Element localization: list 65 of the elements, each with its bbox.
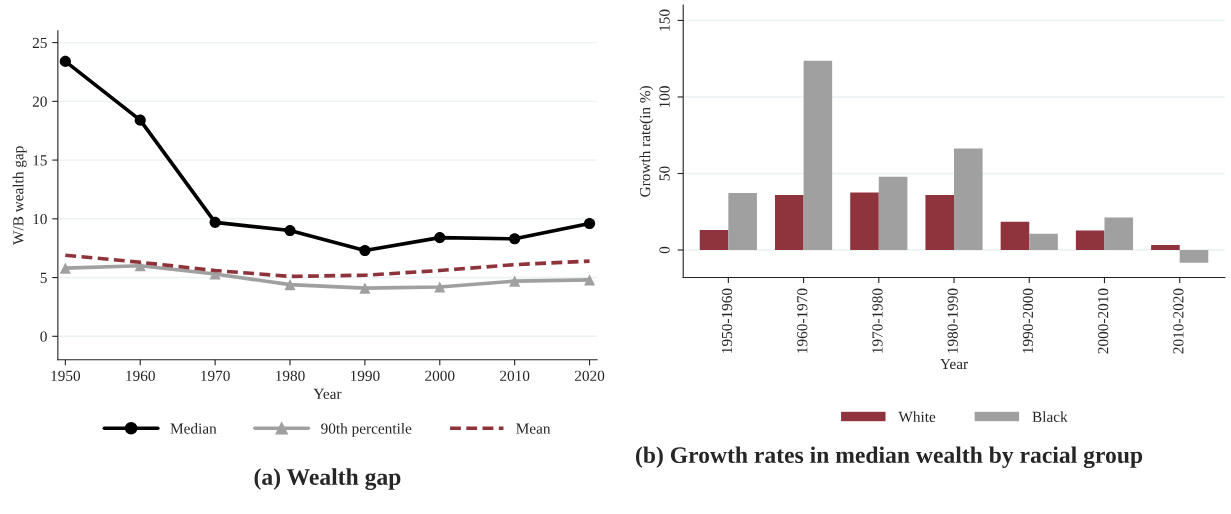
x-axis-title: Year <box>940 358 968 370</box>
point <box>359 244 371 257</box>
bar <box>728 192 757 251</box>
point <box>359 282 371 294</box>
point <box>434 281 446 293</box>
bar <box>1179 250 1209 263</box>
y-tick-label: 20 <box>32 96 47 107</box>
x-tick-label: 1950 <box>51 370 81 381</box>
legend-label: White <box>898 411 936 423</box>
y-tick-label: 50 <box>659 166 670 181</box>
legend-label: 90th percentile <box>321 422 412 437</box>
bar <box>1000 221 1030 251</box>
x-tick-label: 2010-2020 <box>1173 288 1184 354</box>
y-tick-label: 0 <box>40 331 47 342</box>
point <box>59 55 71 67</box>
legend-label: Black <box>1032 411 1068 423</box>
x-tick-label: 1970 <box>201 370 230 381</box>
point <box>209 216 221 228</box>
y-axis-title: Growth rate(in %) <box>639 86 654 197</box>
point <box>509 275 521 287</box>
point <box>583 217 596 230</box>
bar <box>1151 245 1180 251</box>
legend-label: Mean <box>516 423 551 434</box>
bar <box>699 230 729 251</box>
x-tick-label: 2000-2010 <box>1097 288 1109 354</box>
bar <box>925 194 955 251</box>
text: (b) Growth rates in median wealth by racial group <box>636 446 1143 469</box>
y-tick-label: 15 <box>33 155 47 166</box>
bar <box>878 176 908 251</box>
x-tick-label: 1990 <box>350 370 380 381</box>
bar <box>954 148 983 251</box>
x-axis-title: Year <box>313 388 342 399</box>
y-tick-label: 5 <box>40 272 47 284</box>
point <box>284 279 296 291</box>
point <box>434 232 446 244</box>
line-series <box>63 253 592 279</box>
y-tick-label: 25 <box>32 37 47 49</box>
x-tick-label: 1990-2000 <box>1022 288 1034 353</box>
x-tick-label: 1960 <box>126 370 155 381</box>
x-tick-label: 2010 <box>500 370 530 381</box>
x-tick-label: 2000 <box>425 370 455 381</box>
point <box>583 274 596 286</box>
point <box>59 262 71 274</box>
x-tick-label: 1960-1970 <box>797 288 808 353</box>
text: (a) Wealth gap <box>254 468 401 490</box>
y-axis-title: W/B wealth gap <box>12 146 27 245</box>
point <box>134 114 146 126</box>
point <box>509 233 521 245</box>
y-tick-label: 150 <box>659 9 670 31</box>
y-tick-label: 100 <box>659 86 670 108</box>
bar <box>1104 217 1134 251</box>
legend-label: Median <box>170 422 217 434</box>
bar <box>1075 230 1105 251</box>
x-tick-label: 1980 <box>276 370 305 381</box>
x-tick-label: 1950-1960 <box>721 288 733 353</box>
x-tick-label: 1970-1980 <box>872 288 883 353</box>
bar <box>803 60 833 251</box>
point <box>284 225 296 237</box>
y-tick-label: 0 <box>659 246 670 254</box>
x-tick-label: 1980-1990 <box>947 288 958 353</box>
bar <box>1029 233 1058 251</box>
x-tick-label: 2020 <box>574 370 605 381</box>
y-tick-label: 10 <box>33 213 47 225</box>
bar <box>774 194 804 251</box>
bar <box>850 192 879 251</box>
